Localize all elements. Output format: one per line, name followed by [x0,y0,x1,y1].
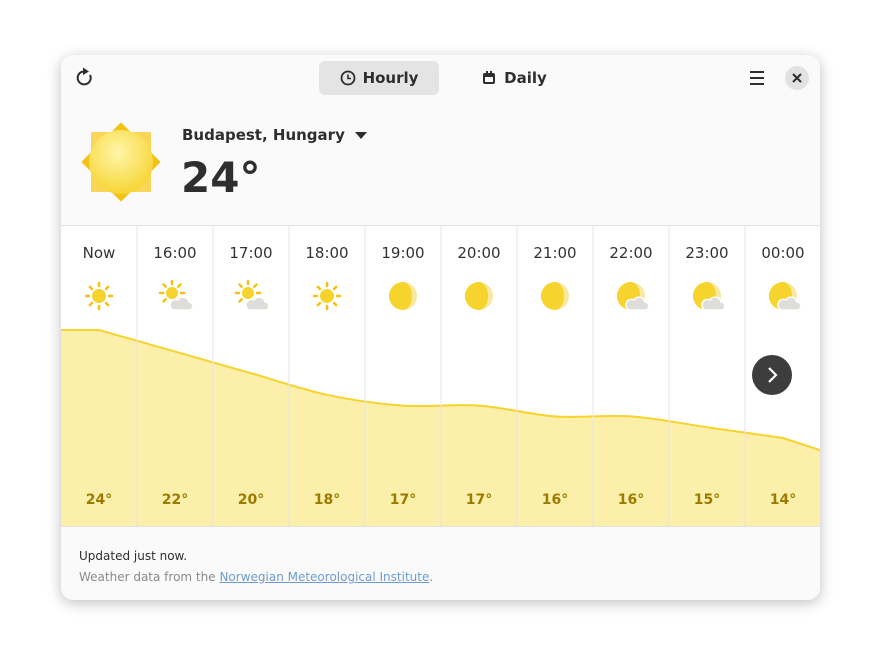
sun-ray [162,298,167,303]
clock-icon [340,70,355,86]
cloud [625,296,650,311]
sun-ray [104,285,110,291]
cloud [777,296,802,311]
weather-icon [769,282,802,311]
temperature-label: 24° [86,492,112,508]
weather-icon [84,281,114,311]
cloud [169,296,194,311]
temperature-label: 22° [162,492,188,508]
sun-ray [316,301,322,307]
sun-ray [332,285,338,291]
hour-label: 22:00 [609,244,652,262]
sun [242,287,254,299]
hour-label: 20:00 [457,244,500,262]
moon [465,282,488,310]
attribution-text: Weather data from the [79,570,220,584]
weather-icon [234,279,270,311]
temperature-label: 17° [466,492,492,508]
tab[interactable]: Daily [454,61,574,95]
hour-label: 00:00 [761,244,804,262]
weather-icon [693,282,726,311]
hourly-forecast: Now 24° 16:00 22° 17:00 20° 18:00 18° 19:00 17° 20… [61,225,820,527]
sun-ray [88,285,94,291]
temperature-label: 14° [770,492,796,508]
weather-icon [541,282,569,310]
tab-label: Daily [504,69,547,87]
temperature-label: 17° [390,492,416,508]
location: Budapest, Hungary [182,126,345,144]
dropdown-arrow [355,132,368,139]
sun-ray [332,301,338,307]
sun [92,289,106,303]
edge-line [782,437,820,451]
sun-ray [88,301,94,307]
header-icons [76,66,809,90]
temperature-label: 16° [542,492,568,508]
weather-icon [389,282,417,310]
temperature-label: 20° [238,492,264,508]
cloud [245,296,270,311]
updated-text: Updated just now. [79,549,188,563]
weather-icon [465,282,493,310]
hour-label: 18:00 [305,244,348,262]
menu-button[interactable] [750,71,764,85]
tab-label: Hourly [362,69,419,87]
sun-ray [238,298,243,303]
attribution: Weather data from the Norwegian Meteorol… [79,567,433,588]
hour-label: Now [83,244,116,262]
weather-icon [312,281,342,311]
sun-ray [104,301,110,307]
hour-label: 19:00 [381,244,424,262]
weather-window: Hourly Daily Budapest, Hungary 24° Now 24… [61,55,820,600]
sun-ray [316,285,322,291]
calendar-icon [483,71,496,84]
current-temperature: 24° [181,153,261,202]
sun-ray [162,283,167,288]
footer: Updated just now. Weather data from the … [79,546,433,588]
sun [166,287,178,299]
moon [541,282,564,310]
temperature-label: 16° [618,492,644,508]
source-link[interactable]: Norwegian Meteorological Institute [219,570,430,584]
moon [389,282,412,310]
hour-label: 23:00 [685,244,728,262]
sun-ray [253,283,258,288]
sun-ray [238,283,243,288]
current-weather-icon [81,122,161,202]
hour-label: 17:00 [229,244,272,262]
sun-ray [177,283,182,288]
cloud [701,296,726,311]
weather-icon [617,282,650,311]
scroll-button[interactable] [752,355,792,395]
hour-label: 21:00 [533,244,576,262]
temperature-label: 15° [694,492,720,508]
temperature-label: 18° [314,492,340,508]
refresh-button[interactable] [76,67,92,86]
weather-icon [158,279,194,311]
hour-label: 16:00 [153,244,196,262]
tab[interactable]: Hourly [319,61,439,95]
chevron [768,367,778,383]
location-selector[interactable]: Budapest, Hungary [182,126,368,144]
attribution-text: . [429,570,434,584]
close-button[interactable] [785,66,809,90]
sun [320,289,334,303]
scroll-button-bg [752,355,792,395]
